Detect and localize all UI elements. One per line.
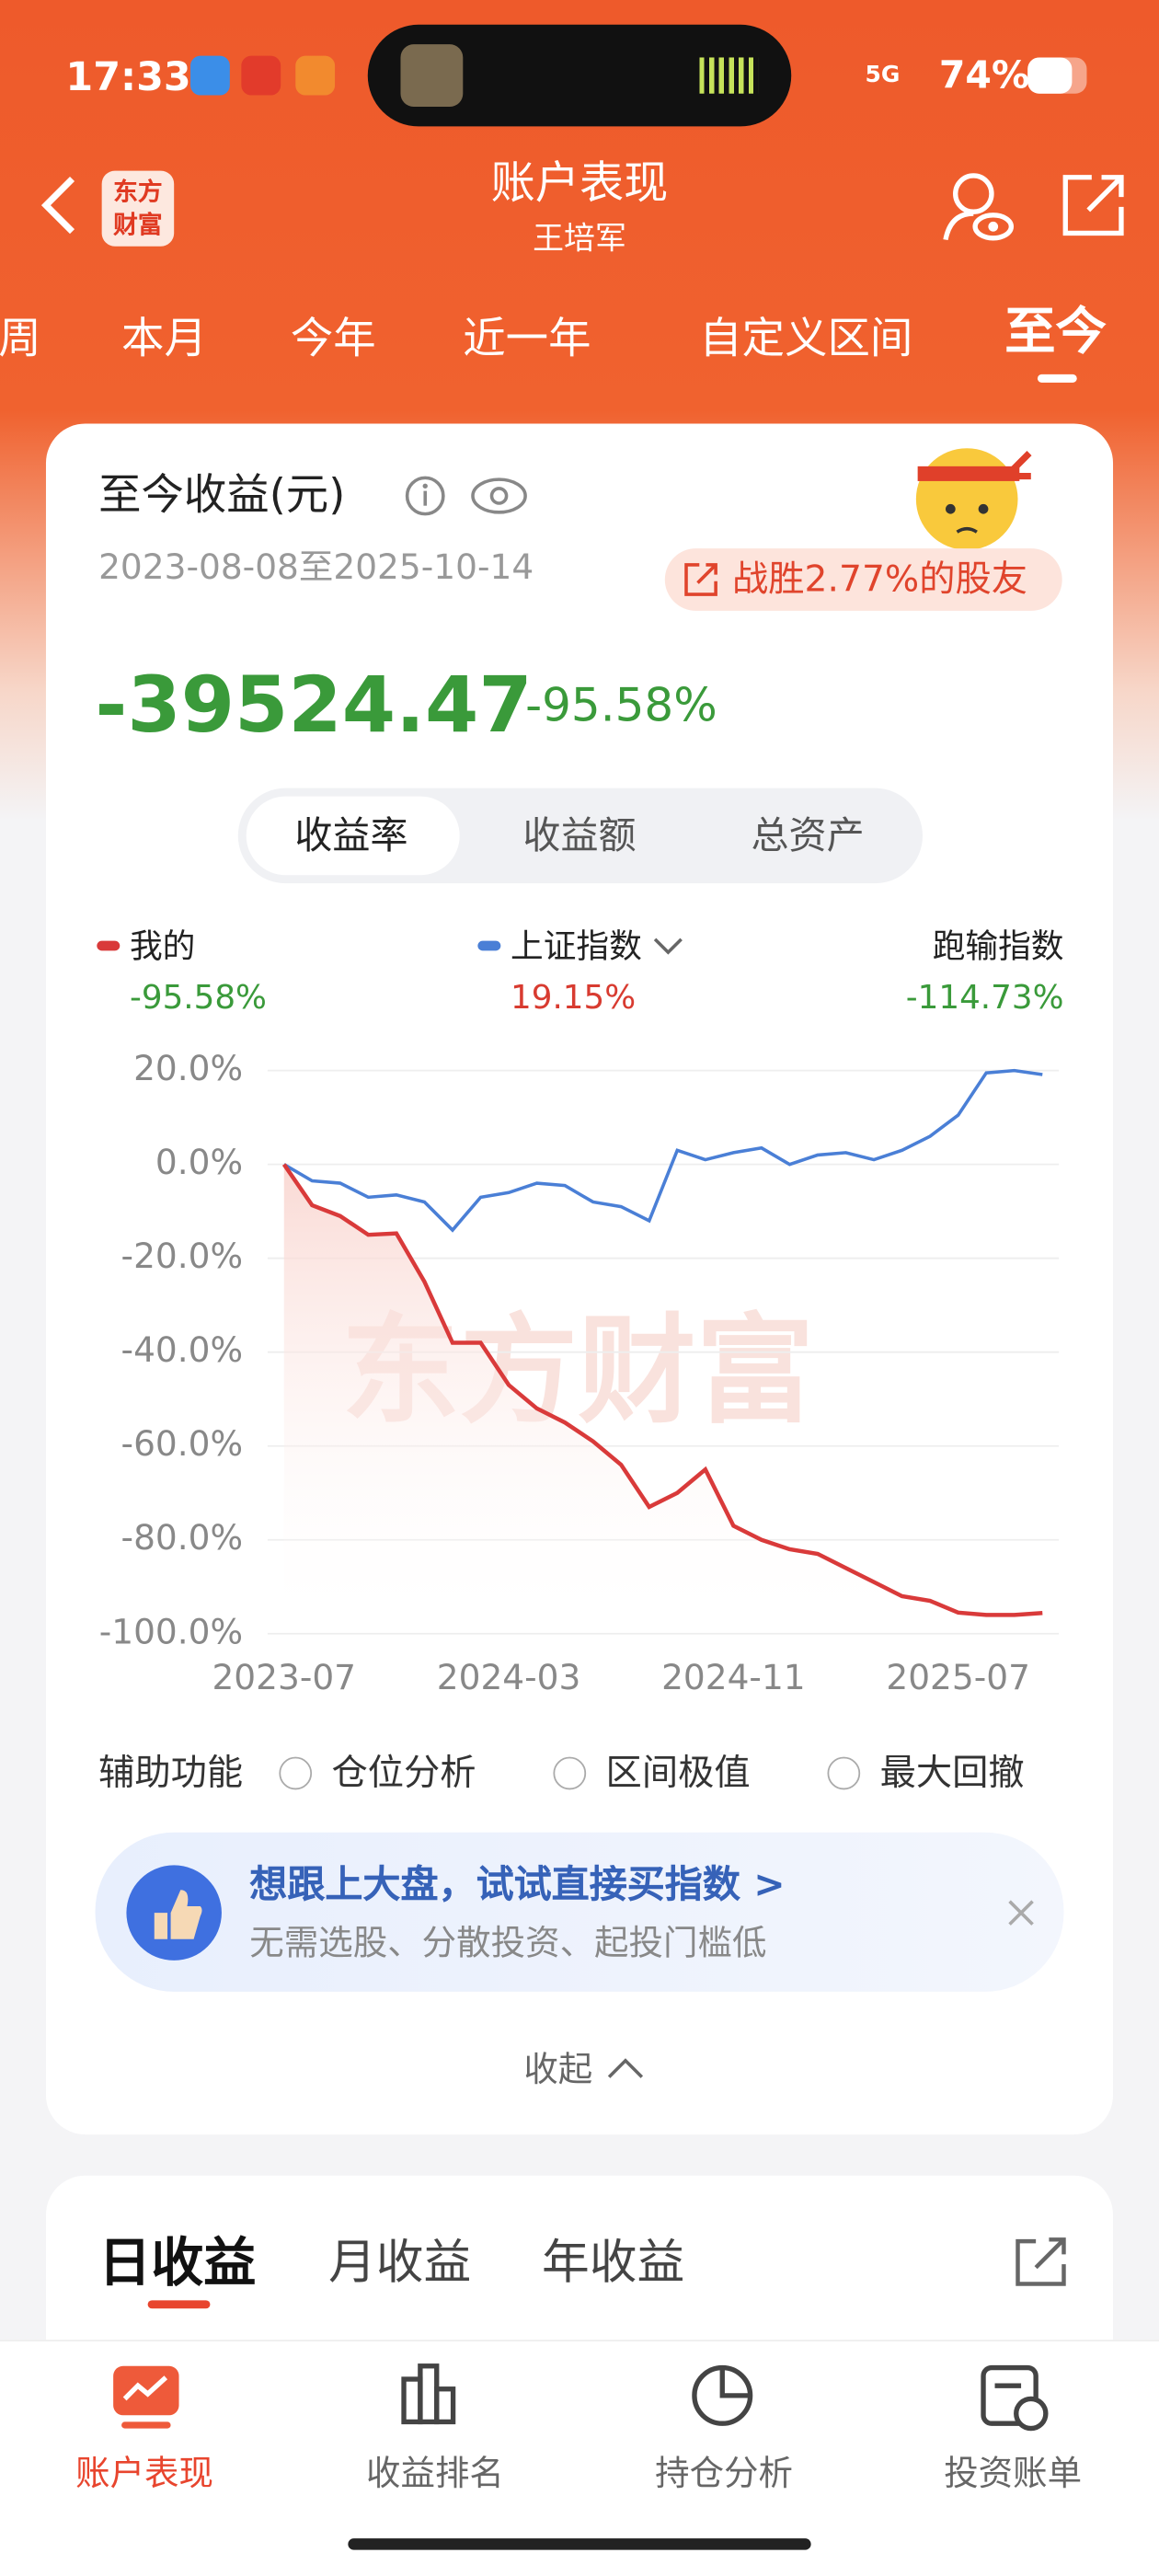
- collapse[interactable]: 收起: [523, 2050, 593, 2090]
- income-tab[interactable]: 月收益: [327, 2234, 472, 2290]
- metric-tab[interactable]: 收益额: [522, 815, 637, 858]
- y-tick-label: -100.0%: [99, 1611, 243, 1651]
- share-icon[interactable]: [1059, 171, 1128, 240]
- legend-name: 跑输指数: [932, 926, 1064, 966]
- y-tick-label: -60.0%: [121, 1423, 244, 1464]
- y-tick-label: 0.0%: [155, 1142, 243, 1182]
- legend-dropdown[interactable]: [652, 934, 685, 957]
- promo-title: 想跟上大盘，试试直接买指数 >: [249, 1864, 786, 1907]
- logo-text: 财富: [113, 210, 163, 240]
- bottom-nav: [0, 2340, 1159, 2576]
- period-tab[interactable]: 本月: [121, 315, 207, 365]
- series-line: [282, 1068, 1043, 1233]
- nav-item[interactable]: 持仓分析: [655, 2454, 794, 2494]
- chart: 东方财富20.0%0.0%-20.0%-40.0%-60.0%-80.0%-10…: [99, 1048, 1060, 1697]
- income-tab[interactable]: 年收益: [541, 2234, 685, 2290]
- audio-wave: [699, 57, 759, 94]
- metric-tab[interactable]: 收益率: [294, 815, 408, 858]
- legend-name: 我的: [129, 926, 196, 966]
- badge-icon: [684, 563, 717, 596]
- rate: -95.58%: [525, 678, 717, 732]
- radio[interactable]: [553, 1756, 587, 1790]
- period-tab[interactable]: 自定义区间: [699, 315, 913, 365]
- radio[interactable]: [279, 1756, 313, 1790]
- legend-value: -95.58%: [129, 976, 267, 1017]
- period-tab[interactable]: 至今: [1004, 303, 1107, 362]
- date-range: 2023-08-08至2025-10-14: [98, 547, 534, 588]
- badge-text: 战胜2.77%的股友: [731, 559, 1028, 602]
- x-tick-label: 2025-07: [886, 1657, 1030, 1697]
- battery-text: 74%: [938, 54, 1030, 98]
- app-icon: [190, 55, 230, 96]
- back[interactable]: [36, 172, 86, 237]
- x-tick-label: 2024-03: [437, 1657, 581, 1697]
- promo-icon: [126, 1865, 222, 1961]
- promo[interactable]: [95, 1832, 1064, 1992]
- aux-option[interactable]: 仓位分析: [331, 1754, 476, 1795]
- legend-dot: [97, 940, 120, 951]
- subtitle: 王培军: [533, 221, 626, 258]
- aux-option[interactable]: 最大回撤: [879, 1754, 1025, 1795]
- x-tick-label: 2024-11: [661, 1657, 806, 1697]
- income-share[interactable]: [1013, 2235, 1069, 2287]
- y-tick-label: -20.0%: [121, 1236, 244, 1276]
- area-fill: [283, 1164, 1043, 1634]
- battery: [1027, 57, 1087, 94]
- time: 17:33: [65, 53, 191, 100]
- legend-name: 上证指数: [511, 926, 642, 966]
- period-tab[interactable]: 今年: [290, 315, 376, 365]
- aux-option[interactable]: 区间极值: [605, 1754, 751, 1795]
- user-view-icon[interactable]: [941, 171, 1016, 244]
- x-tick-label: 2023-07: [212, 1657, 356, 1697]
- promo-subtitle: 无需选股、分散投资、起投门槛低: [249, 1923, 767, 1963]
- aux-label: 辅助功能: [98, 1754, 244, 1795]
- income-tab-indicator: [147, 2300, 211, 2309]
- metric-tab[interactable]: 总资产: [751, 815, 865, 858]
- app-icon: [241, 55, 281, 96]
- network: 5G: [865, 62, 901, 89]
- nav-item[interactable]: 投资账单: [944, 2454, 1083, 2494]
- mascot: [915, 448, 1032, 550]
- dynamic-island: [367, 24, 792, 127]
- y-tick-label: -80.0%: [121, 1517, 244, 1558]
- info-eye-icons[interactable]: [404, 475, 535, 521]
- nav-icons: [113, 2363, 1049, 2432]
- tab-indicator: [1037, 374, 1077, 383]
- series-line: [281, 1163, 1043, 1617]
- logo: 东方 财富: [101, 170, 175, 247]
- legend-value: -114.73%: [905, 976, 1064, 1017]
- collapse-icon: [607, 2058, 644, 2078]
- close[interactable]: [1006, 1898, 1036, 1927]
- income-tab[interactable]: 日收益: [98, 2231, 257, 2294]
- nav-item[interactable]: 账户表现: [75, 2454, 214, 2494]
- badge[interactable]: [664, 548, 1062, 611]
- radio[interactable]: [827, 1756, 861, 1790]
- y-tick-label: 20.0%: [133, 1048, 243, 1088]
- amount: -39524.47: [95, 661, 533, 752]
- title: 账户表现: [490, 158, 669, 210]
- logo-text: 东方: [113, 177, 163, 207]
- period-tab[interactable]: 近一年: [463, 315, 591, 365]
- summary-title: 至今收益(元): [98, 471, 346, 521]
- legend-dot: [477, 940, 501, 951]
- app-icon: [295, 55, 336, 96]
- media-art: [400, 44, 464, 108]
- y-tick-label: -40.0%: [121, 1329, 244, 1370]
- metric-tab-active: [246, 796, 460, 876]
- legend-value: 19.15%: [511, 976, 637, 1017]
- nav-item[interactable]: 收益排名: [365, 2454, 504, 2494]
- period-tab[interactable]: 周: [0, 315, 41, 365]
- home-indicator: [348, 2538, 811, 2550]
